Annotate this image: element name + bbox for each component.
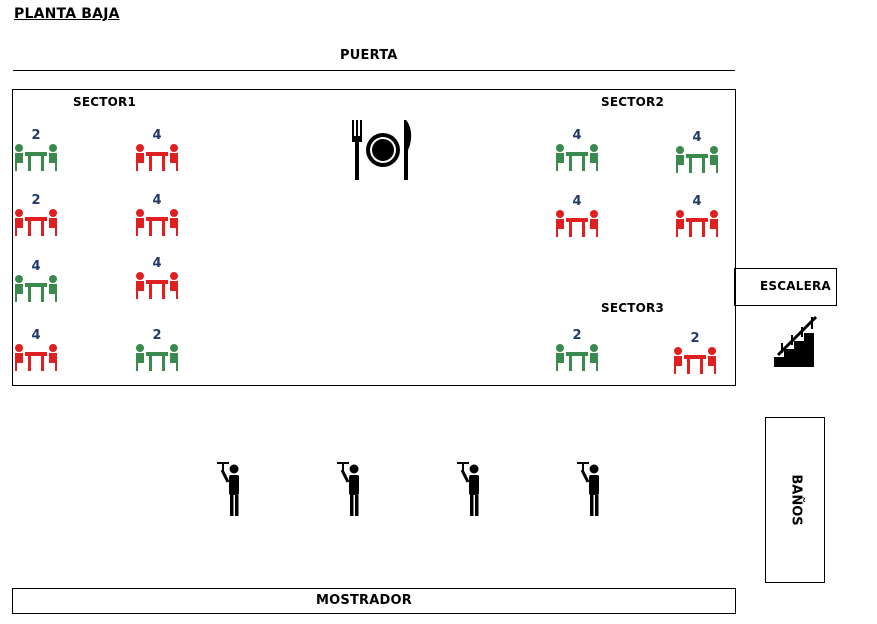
dining-table-icon — [136, 144, 178, 171]
seat-count: 2 — [152, 328, 162, 343]
dining-table[interactable]: 2 — [12, 193, 60, 241]
bathrooms-box[interactable] — [765, 417, 825, 583]
door-label: PUERTA — [340, 48, 398, 63]
stairs-icon — [772, 313, 820, 373]
seat-count: 4 — [692, 194, 702, 209]
dining-table-icon — [674, 347, 716, 374]
seat-count: 4 — [31, 328, 41, 343]
sector1-label: SECTOR1 — [73, 95, 137, 109]
seat-count: 4 — [572, 194, 582, 209]
waiter-icon — [454, 460, 486, 522]
seat-count: 2 — [31, 128, 41, 143]
seat-count: 4 — [152, 128, 162, 143]
dining-table-icon — [136, 272, 178, 299]
dining-table-icon — [15, 344, 57, 371]
dining-table[interactable]: 4 — [133, 256, 181, 304]
seat-count: 4 — [692, 130, 702, 145]
door-line — [13, 70, 735, 71]
dining-table[interactable]: 4 — [12, 259, 60, 307]
dining-table-icon — [136, 344, 178, 371]
dining-table-icon — [15, 275, 57, 302]
counter-box[interactable] — [12, 588, 736, 614]
dining-table[interactable]: 4 — [673, 130, 721, 178]
seat-count: 4 — [572, 128, 582, 143]
seat-count: 2 — [31, 193, 41, 208]
dining-table-icon — [136, 209, 178, 236]
dining-table[interactable]: 2 — [671, 331, 719, 379]
dining-table-icon — [676, 210, 718, 237]
sector2-label: SECTOR2 — [601, 95, 665, 109]
dining-table[interactable]: 2 — [553, 328, 601, 376]
dining-table-icon — [556, 344, 598, 371]
dining-area — [12, 89, 736, 386]
seat-count: 4 — [152, 256, 162, 271]
dining-table[interactable]: 4 — [553, 128, 601, 176]
dining-table[interactable]: 4 — [673, 194, 721, 242]
dining-table[interactable]: 4 — [133, 128, 181, 176]
dining-table-icon — [556, 144, 598, 171]
sector3-label: SECTOR3 — [601, 301, 665, 315]
dining-table-icon — [15, 209, 57, 236]
dining-table-icon — [556, 210, 598, 237]
seat-count: 4 — [152, 193, 162, 208]
dining-table-icon — [15, 144, 57, 171]
dining-table[interactable]: 2 — [133, 328, 181, 376]
waiter-icon — [214, 460, 246, 522]
counter-label: MOSTRADOR — [316, 593, 412, 608]
stairs-label: ESCALERA — [760, 279, 831, 293]
dining-table[interactable]: 2 — [12, 128, 60, 176]
page-title: PLANTA BAJA — [14, 6, 120, 22]
seat-count: 2 — [690, 331, 700, 346]
waiter-icon — [574, 460, 606, 522]
stairs-box[interactable] — [734, 268, 837, 306]
dining-table[interactable]: 4 — [133, 193, 181, 241]
dining-table[interactable]: 4 — [12, 328, 60, 376]
restaurant-plate-icon — [350, 118, 414, 186]
seat-count: 4 — [31, 259, 41, 274]
dining-table[interactable]: 4 — [553, 194, 601, 242]
dining-table-icon — [676, 146, 718, 173]
seat-count: 2 — [572, 328, 582, 343]
bathrooms-label: BAÑOS — [788, 474, 804, 526]
waiter-icon — [334, 460, 366, 522]
